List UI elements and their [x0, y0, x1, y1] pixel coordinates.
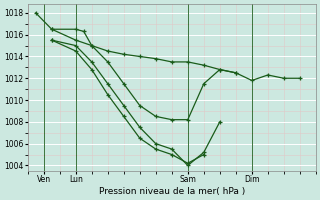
X-axis label: Pression niveau de la mer( hPa ): Pression niveau de la mer( hPa ): [99, 187, 245, 196]
